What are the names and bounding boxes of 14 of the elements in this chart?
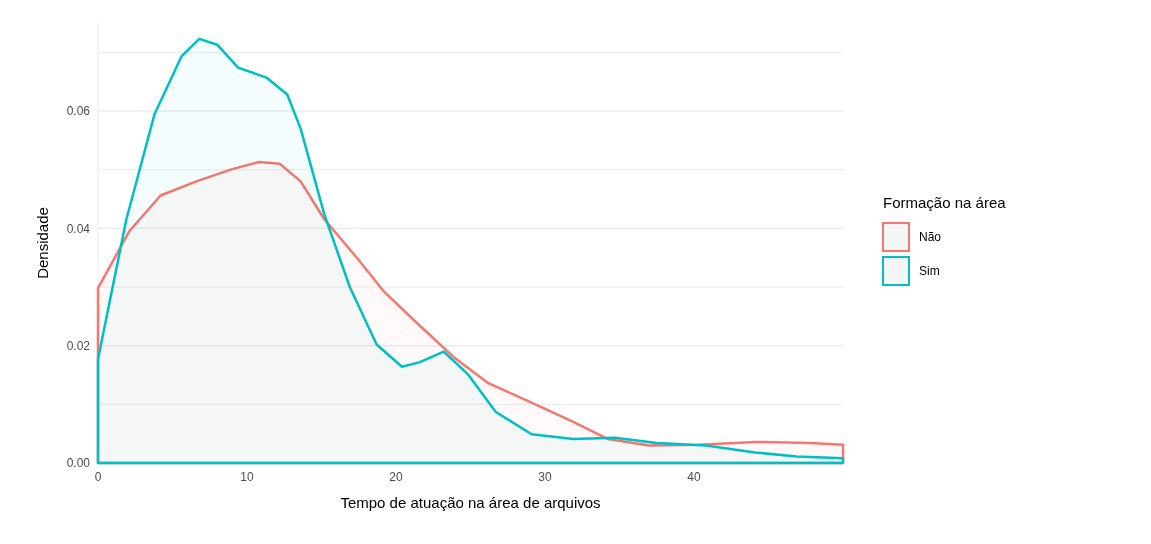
legend-label: Sim [919, 264, 940, 279]
x-tick-label: 30 [538, 470, 552, 484]
x-tick-label: 10 [240, 470, 254, 484]
x-tick-label: 0 [94, 470, 102, 484]
x-axis-title: Tempo de atuação na área de arquivos [340, 494, 601, 511]
legend-label: Não [919, 230, 942, 245]
y-tick-label: 0.06 [66, 104, 91, 119]
y-tick-label: 0.04 [66, 221, 91, 236]
legend-title: Formação na área [883, 194, 1007, 211]
y-axis-title: Densidade [34, 207, 51, 279]
x-tick-label: 40 [687, 470, 701, 484]
y-tick-label: 0.00 [66, 456, 91, 471]
x-tick-label: 20 [389, 470, 403, 484]
y-tick-label: 0.02 [66, 338, 91, 353]
